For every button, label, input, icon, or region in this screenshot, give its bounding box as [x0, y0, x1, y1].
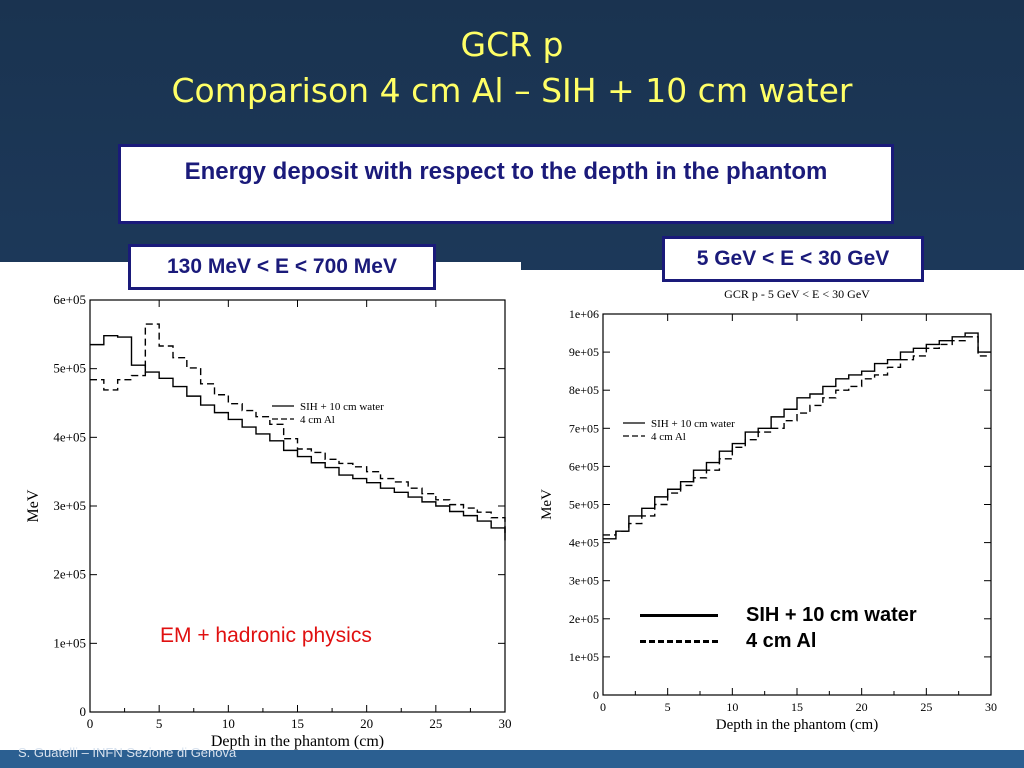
- legend-label: 4 cm Al: [651, 431, 686, 443]
- x-tick-label: 10: [222, 716, 235, 731]
- x-tick-label: 10: [726, 700, 738, 714]
- left-chart-svg: 0 5 10 15 20 25 30 0 1e+05 2e+05 3e+05 4e+05 5e+05 6e…: [25, 292, 512, 750]
- slide-title-line2: Comparison 4 cm Al – SIH + 10 cm water: [171, 71, 853, 110]
- y-tick-label: 3e+05: [569, 574, 599, 588]
- y-axis-label: MeV: [25, 489, 42, 522]
- y-tick-label: 5e+05: [569, 498, 599, 512]
- x-tick-label: 25: [920, 700, 932, 714]
- y-tick-label: 4e+05: [53, 429, 86, 444]
- legend-solid-line: [640, 614, 718, 617]
- footer-bar: [0, 750, 1024, 768]
- x-tick-label: 5: [156, 716, 163, 731]
- y-tick-label: 1e+05: [569, 650, 599, 664]
- y-tick-label: 3e+05: [53, 498, 86, 513]
- y-tick-label: 6e+05: [53, 292, 86, 307]
- slide-title-line1: GCR p: [460, 25, 564, 64]
- legend-label: SIH + 10 cm water: [300, 401, 384, 413]
- y-tick-label: 0: [80, 704, 87, 719]
- y-tick-label: 7e+05: [569, 421, 599, 435]
- y-tick-label: 8e+05: [569, 383, 599, 397]
- y-tick-label: 1e+06: [569, 307, 599, 321]
- x-axis-label: Depth in the phantom (cm): [716, 717, 878, 733]
- x-tick-label: 25: [429, 716, 442, 731]
- y-tick-label: 2e+05: [569, 612, 599, 626]
- series-line-al: [603, 336, 991, 536]
- legend-solid-label: SIH + 10 cm water: [746, 604, 917, 626]
- x-tick-label: 15: [791, 700, 803, 714]
- x-tick-label: 0: [600, 700, 606, 714]
- legend-label: SIH + 10 cm water: [651, 418, 735, 430]
- footer-credit: S. Guatelli – INFN Sezione di Genova: [18, 745, 237, 760]
- legend-dashed-label: 4 cm Al: [746, 630, 817, 652]
- x-tick-label: 15: [291, 716, 304, 731]
- right-range-label: 5 GeV < E < 30 GeV: [662, 236, 924, 282]
- left-range-label: 130 MeV < E < 700 MeV: [128, 244, 436, 290]
- x-tick-label: 0: [87, 716, 94, 731]
- x-tick-label: 20: [360, 716, 373, 731]
- y-tick-label: 4e+05: [569, 536, 599, 550]
- right-chart-svg: GCR p - 5 GeV < E < 30 GeV 0 5 10 15 20 25 30 0 1…: [539, 287, 997, 733]
- x-tick-label: 20: [856, 700, 868, 714]
- right-chart-panel: GCR p - 5 GeV < E < 30 GeV 0 5 10 15 20 25 30 0 1…: [521, 270, 1024, 752]
- y-axis-label: MeV: [539, 489, 555, 520]
- chart-title: GCR p - 5 GeV < E < 30 GeV: [724, 287, 870, 301]
- left-chart-panel: 0 5 10 15 20 25 30 0 1e+05 2e+05 3e+05 4e+05 5e+05 6e…: [0, 262, 521, 752]
- right-overlay-legend: SIH + 10 cm water 4 cm Al: [640, 604, 960, 660]
- legend-label: 4 cm Al: [300, 414, 335, 426]
- x-tick-label: 5: [665, 700, 671, 714]
- y-tick-label: 0: [593, 688, 599, 702]
- y-tick-label: 2e+05: [53, 567, 86, 582]
- y-tick-label: 5e+05: [53, 361, 86, 376]
- x-tick-label: 30: [499, 716, 512, 731]
- subtitle-box: Energy deposit with respect to the depth…: [118, 144, 894, 224]
- x-axis-label: Depth in the phantom (cm): [211, 733, 384, 750]
- y-tick-label: 9e+05: [569, 345, 599, 359]
- x-tick-label: 30: [985, 700, 997, 714]
- y-tick-label: 1e+05: [53, 635, 86, 650]
- physics-annotation: EM + hadronic physics: [160, 624, 372, 647]
- y-tick-label: 6e+05: [569, 459, 599, 473]
- legend-dashed-line: [640, 640, 718, 643]
- series-line-water: [90, 335, 506, 541]
- series-line-al: [90, 323, 506, 534]
